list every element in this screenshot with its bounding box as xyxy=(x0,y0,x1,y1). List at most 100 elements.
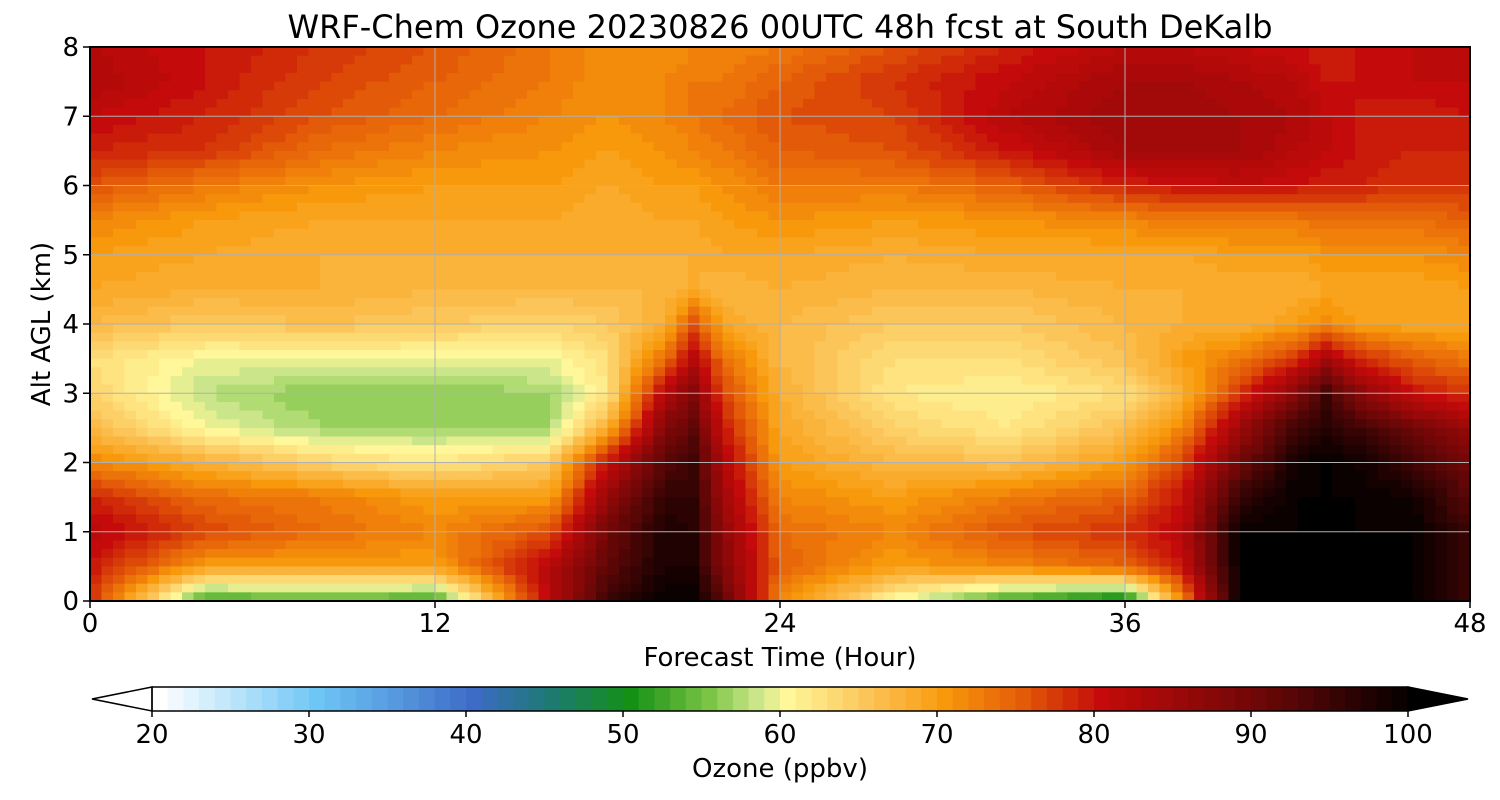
field-cell xyxy=(1389,185,1402,195)
field-cell xyxy=(699,81,712,91)
field-cell xyxy=(515,384,528,394)
field-cell xyxy=(308,202,321,213)
field-cell xyxy=(469,332,482,342)
field-cell xyxy=(285,47,298,57)
field-cell xyxy=(918,150,931,161)
field-cell xyxy=(573,375,586,386)
field-cell xyxy=(757,349,770,360)
field-cell xyxy=(435,133,448,143)
field-cell xyxy=(860,107,873,117)
field-cell xyxy=(216,228,229,239)
field-cell xyxy=(274,81,287,91)
field-cell xyxy=(285,107,298,117)
field-cell xyxy=(1286,306,1299,316)
field-cell xyxy=(1171,341,1184,351)
field-cell xyxy=(630,228,643,239)
field-cell xyxy=(642,315,655,325)
field-cell xyxy=(964,358,977,368)
field-cell xyxy=(285,176,298,187)
field-cell xyxy=(274,98,287,109)
field-cell xyxy=(159,90,172,100)
field-cell xyxy=(354,159,367,169)
field-cell xyxy=(1113,324,1126,334)
field-cell xyxy=(331,133,344,143)
field-cell xyxy=(734,124,747,135)
field-cell xyxy=(469,401,482,412)
field-cell xyxy=(596,393,609,403)
field-cell xyxy=(136,64,149,74)
field-cell xyxy=(136,211,149,221)
field-cell xyxy=(895,254,908,265)
field-cell xyxy=(860,263,873,273)
field-cell xyxy=(814,315,827,325)
field-cell xyxy=(481,306,494,316)
field-cell xyxy=(354,47,367,57)
field-cell xyxy=(975,306,988,316)
field-cell xyxy=(1378,133,1391,143)
field-cell xyxy=(205,176,218,187)
field-cell xyxy=(412,289,425,299)
field-cell xyxy=(1194,55,1207,65)
field-cell xyxy=(366,176,379,187)
field-cell xyxy=(860,306,873,316)
field-cell xyxy=(1033,72,1046,83)
field-cell xyxy=(768,324,781,334)
field-cell xyxy=(814,159,827,169)
field-cell xyxy=(1424,142,1437,152)
field-cell xyxy=(389,159,402,169)
field-cell xyxy=(1435,142,1448,152)
field-cell xyxy=(504,64,517,74)
field-cell xyxy=(1205,159,1218,169)
field-cell xyxy=(124,349,137,360)
field-cell xyxy=(1033,176,1046,187)
field-cell xyxy=(929,393,942,403)
field-cell xyxy=(446,185,459,195)
field-cell xyxy=(1343,159,1356,169)
field-cell xyxy=(354,272,367,282)
field-cell xyxy=(216,280,229,290)
field-cell xyxy=(308,341,321,351)
field-cell xyxy=(791,246,804,256)
field-cell xyxy=(239,72,252,83)
field-cell xyxy=(1378,98,1391,109)
field-cell xyxy=(262,185,275,195)
field-cell xyxy=(573,393,586,403)
field-cell xyxy=(814,298,827,308)
field-cell xyxy=(182,358,195,368)
field-cell xyxy=(377,263,390,273)
field-cell xyxy=(1378,280,1391,290)
field-cell xyxy=(274,341,287,351)
field-cell xyxy=(987,47,1000,57)
field-cell xyxy=(1378,254,1391,265)
field-cell xyxy=(366,246,379,256)
field-cell xyxy=(446,116,459,126)
field-cell xyxy=(573,401,586,412)
field-cell xyxy=(722,324,735,334)
field-cell xyxy=(101,55,114,65)
field-cell xyxy=(1067,47,1080,57)
field-cell xyxy=(1424,315,1437,325)
field-cell xyxy=(366,90,379,100)
field-cell xyxy=(929,55,942,65)
field-cell xyxy=(837,306,850,316)
field-cell xyxy=(285,254,298,265)
field-cell xyxy=(423,298,436,308)
field-cell xyxy=(1148,272,1161,282)
field-cell xyxy=(492,64,505,74)
field-cell xyxy=(941,47,954,57)
field-cell xyxy=(722,64,735,74)
field-cell xyxy=(1424,202,1437,213)
field-cell xyxy=(768,228,781,239)
field-cell xyxy=(136,332,149,342)
field-cell xyxy=(1217,384,1230,394)
field-cell xyxy=(412,72,425,83)
field-cell xyxy=(883,263,896,273)
field-cell xyxy=(1010,98,1023,109)
field-cell xyxy=(1021,315,1034,325)
field-cell xyxy=(446,367,459,377)
field-cell xyxy=(1286,272,1299,282)
field-cell xyxy=(653,107,666,117)
field-cell xyxy=(895,72,908,83)
field-cell xyxy=(860,349,873,360)
field-cell xyxy=(1090,358,1103,368)
